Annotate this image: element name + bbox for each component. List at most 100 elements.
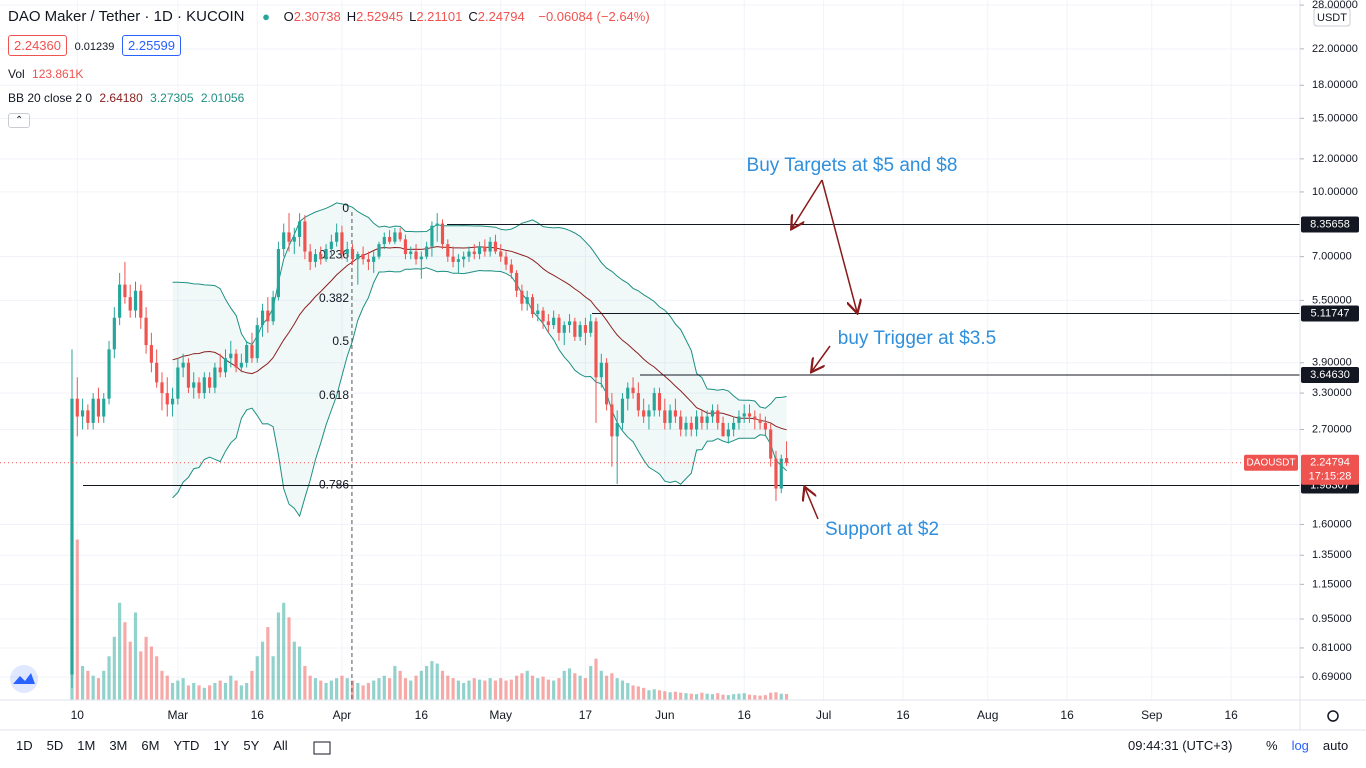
candle-body (239, 362, 243, 368)
volume-bar (631, 685, 635, 700)
volume-bar (737, 693, 741, 700)
volume-bar (229, 675, 233, 700)
volume-bar (271, 656, 275, 700)
candle-body (784, 458, 789, 463)
arrow (812, 345, 831, 371)
collapse-button[interactable]: ⌃ (8, 113, 31, 128)
level-tag-label: 5.11747 (1311, 307, 1350, 319)
volume-bar (567, 668, 572, 700)
volume-bar (488, 678, 492, 700)
quote-line: 2.24360 0.01239 2.25599 (8, 35, 185, 56)
option-button[interactable]: auto (1322, 738, 1349, 753)
candle-body (599, 362, 603, 378)
range-button[interactable]: 1D (16, 738, 33, 753)
volume-bar (647, 690, 651, 700)
x-tick-label: 16 (251, 708, 265, 722)
candle-body (477, 246, 482, 255)
candle-body (467, 251, 471, 257)
range-button[interactable]: YTD (173, 738, 200, 753)
candle-body (499, 251, 503, 257)
volume-bar (223, 682, 228, 700)
volume-bar (467, 680, 471, 700)
candle-body (313, 254, 318, 262)
x-tick-label: 10 (71, 708, 85, 722)
volume-bar (197, 685, 201, 700)
option-button[interactable]: % (1266, 738, 1278, 753)
bid[interactable]: 2.24360 (8, 35, 67, 56)
volume-bar (176, 680, 180, 700)
date-range-icon[interactable] (313, 741, 331, 755)
option-button[interactable]: log (1291, 738, 1309, 753)
candle-body (197, 382, 201, 394)
volume-bar (716, 693, 720, 700)
volume-bar (705, 693, 709, 700)
volume-bar (753, 695, 757, 700)
volume-bar (218, 680, 222, 700)
candle-body (483, 246, 487, 252)
y-tick-label: 7.00000 (1312, 251, 1352, 263)
y-tick-label: 0.95000 (1312, 613, 1352, 625)
range-button[interactable]: 5Y (243, 738, 260, 753)
candle-body (266, 310, 270, 322)
candle-body (594, 321, 598, 378)
volume-bar (107, 656, 111, 700)
candle-body (387, 237, 392, 242)
volume-bar (377, 678, 381, 700)
candle-body (530, 297, 535, 315)
volume-bar (324, 682, 328, 700)
ohlc-key: C (468, 9, 478, 24)
volume-bar (552, 680, 556, 700)
volume-bar (213, 682, 217, 700)
range-button[interactable]: 3M (109, 738, 128, 753)
x-tick-label: 16 (738, 708, 752, 722)
candle-body (769, 429, 773, 459)
candle-body (663, 410, 667, 423)
settings-icon[interactable] (1327, 710, 1339, 722)
bb-legend: BB 20 close 2 0 2.64180 3.27305 2.01056 (8, 91, 248, 105)
range-button[interactable]: 6M (141, 738, 160, 753)
volume-bar (615, 678, 619, 700)
ohlc-legend: O2.30738 H2.52945 L2.21101 C2.24794 (284, 9, 531, 24)
level-tag-label: 3.64630 (1310, 369, 1350, 381)
range-button[interactable]: All (273, 738, 288, 753)
collapse-legend[interactable]: ⌃ (8, 111, 34, 128)
volume-bar (239, 685, 243, 700)
volume-bar (610, 673, 614, 700)
volume-bar (160, 670, 164, 700)
symbol[interactable]: DAO Maker / Tether · 1D · KUCOIN (8, 8, 245, 25)
ohlc-key: L (409, 9, 417, 24)
clock: 09:44:31 (UTC+3) (1128, 738, 1233, 753)
options-bar: % log auto (1266, 738, 1362, 753)
bb-lower (172, 267, 787, 518)
volume-bar (192, 682, 196, 700)
range-button[interactable]: 1Y (213, 738, 230, 753)
candle-body (451, 256, 455, 262)
candle-body (170, 398, 175, 405)
y-tick-label: 1.60000 (1312, 518, 1352, 530)
volume-bar (499, 678, 503, 700)
fib-label: 0 (342, 201, 349, 215)
candle-body (393, 232, 397, 242)
volume-bar (329, 680, 333, 700)
spread: 0.01239 (74, 41, 115, 53)
candle-body (583, 325, 588, 333)
y-tick-label: 12.00000 (1312, 153, 1358, 165)
range-button[interactable]: 5D (46, 738, 64, 753)
volume-bar (536, 678, 540, 700)
volume-bar (451, 678, 455, 700)
y-tick-label: 1.35000 (1312, 549, 1352, 561)
volume-bar (255, 656, 259, 700)
volume-bar (700, 692, 704, 700)
countdown: 17:15:28 (1309, 471, 1352, 483)
fib-label: 0.382 (319, 291, 349, 305)
currency-box[interactable] (1313, 7, 1351, 27)
candle-body (605, 362, 609, 405)
bb-upper: 3.27305 (150, 91, 194, 105)
volume-bar (546, 679, 550, 700)
candle-body (636, 393, 640, 411)
ask[interactable]: 2.25599 (122, 35, 182, 56)
ohlc-key: H (346, 9, 357, 24)
range-button[interactable]: 1M (77, 738, 96, 753)
volume-bar (747, 694, 752, 700)
